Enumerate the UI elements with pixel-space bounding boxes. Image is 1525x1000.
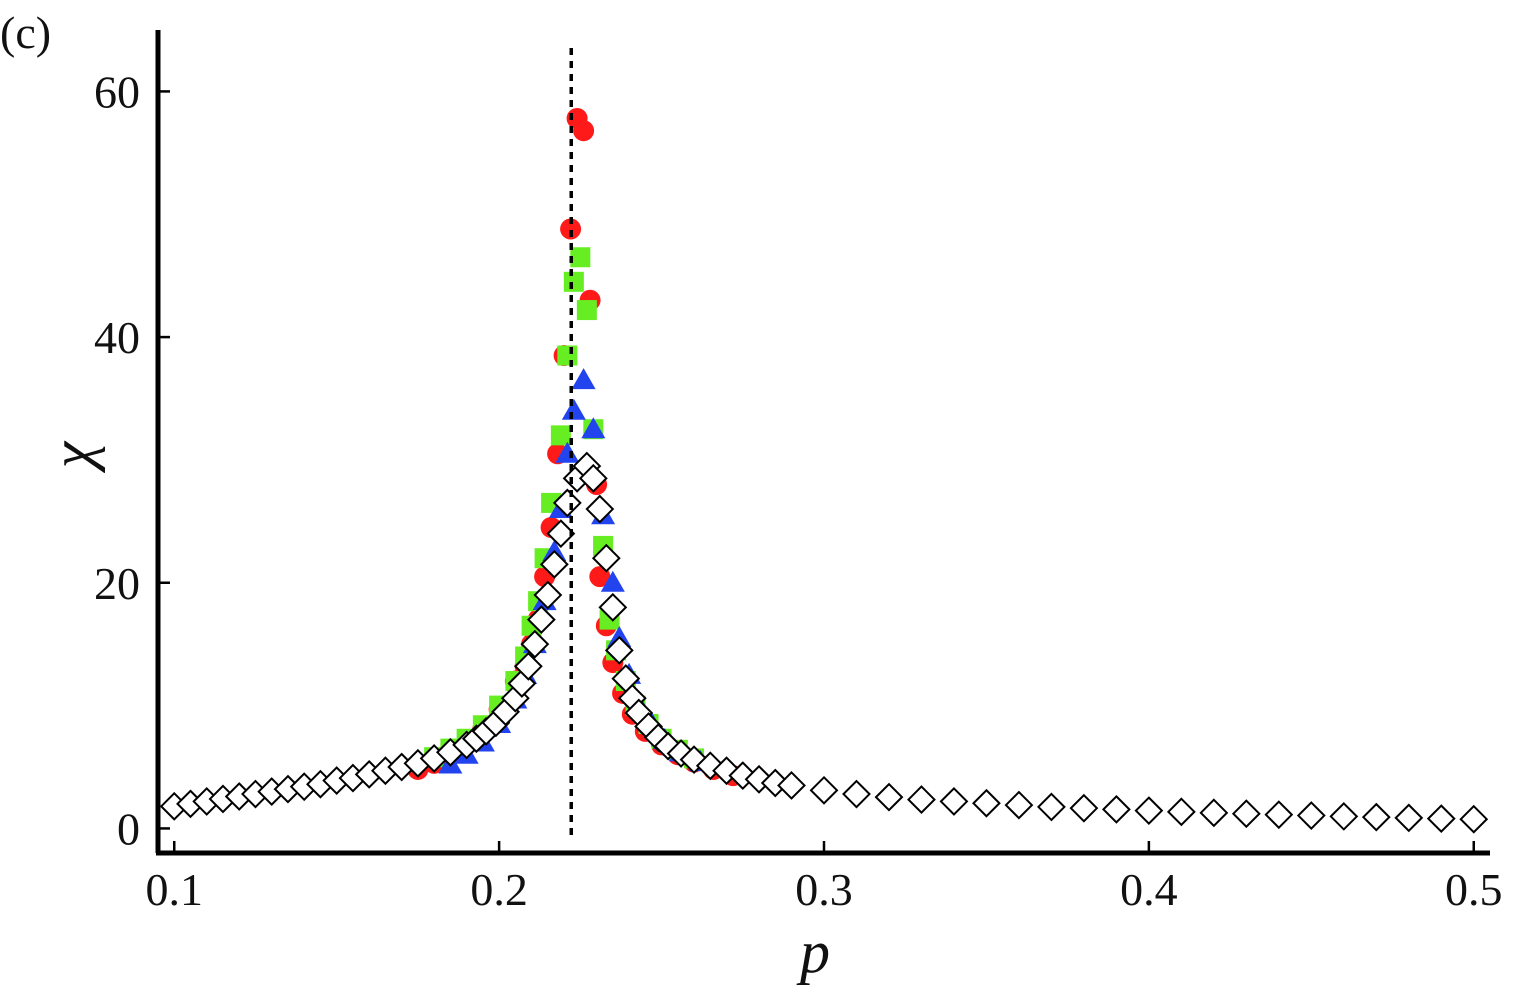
x-tick-label: 0.4 bbox=[1120, 864, 1178, 915]
circle-point bbox=[589, 566, 611, 588]
triangle-point bbox=[555, 441, 580, 463]
triangle-point bbox=[581, 417, 606, 439]
x-tick-label: 0.2 bbox=[470, 864, 528, 915]
diamond-point bbox=[513, 651, 543, 681]
diamond-point bbox=[526, 605, 556, 635]
x-tick-label: 0.1 bbox=[145, 864, 203, 915]
x-axis-title: p bbox=[796, 919, 830, 985]
diamond-point bbox=[972, 788, 1001, 818]
diamond-point bbox=[1394, 803, 1424, 833]
axes bbox=[155, 30, 1490, 856]
square-point bbox=[570, 247, 591, 268]
panel-label: (c) bbox=[0, 7, 51, 58]
square-point bbox=[557, 345, 578, 366]
y-tick-label: 0 bbox=[117, 803, 140, 854]
diamond-point bbox=[1426, 804, 1456, 834]
square-point bbox=[563, 271, 584, 292]
diamond-point bbox=[777, 771, 806, 800]
diamond-point bbox=[1329, 801, 1359, 831]
circle-point bbox=[560, 218, 582, 240]
diamond-point bbox=[1361, 802, 1391, 832]
y-tick-label: 20 bbox=[94, 558, 140, 609]
diamond-point bbox=[1134, 796, 1164, 826]
diamond-point bbox=[598, 592, 628, 622]
square-point bbox=[550, 425, 571, 446]
triangle-point bbox=[561, 398, 586, 420]
diamond-point bbox=[874, 782, 904, 812]
diamond-point bbox=[1264, 800, 1294, 830]
y-axis-ticks: 0 20 40 60 bbox=[94, 66, 170, 854]
diamond-point bbox=[1296, 801, 1326, 830]
diamond-point bbox=[591, 543, 621, 573]
diamond-point bbox=[1004, 790, 1034, 820]
square-point bbox=[576, 300, 597, 321]
x-axis-ticks: 0.1 0.2 0.3 0.4 0.5 bbox=[145, 841, 1503, 915]
diamond-point bbox=[939, 786, 969, 816]
x-tick-label: 0.3 bbox=[795, 864, 853, 915]
circle-point bbox=[573, 120, 595, 142]
x-tick-label: 0.5 bbox=[1445, 864, 1503, 915]
diamond-point bbox=[842, 779, 871, 809]
y-tick-label: 60 bbox=[94, 66, 140, 117]
diamond-point bbox=[1037, 792, 1066, 822]
diamond-point bbox=[1231, 799, 1261, 829]
diamond-point bbox=[1101, 794, 1131, 824]
diamond-point bbox=[1166, 797, 1196, 827]
diamond-point bbox=[907, 785, 936, 814]
diamond-point bbox=[533, 580, 563, 610]
triangle-point bbox=[600, 570, 625, 592]
diamond-point bbox=[520, 629, 550, 659]
data-marks bbox=[159, 107, 1489, 834]
diamond-point bbox=[552, 488, 582, 518]
diamond-point bbox=[1199, 798, 1229, 828]
diamond-point bbox=[809, 775, 839, 805]
diamond-point bbox=[1069, 793, 1099, 823]
diamond-point bbox=[578, 463, 608, 493]
diamond-point bbox=[539, 549, 569, 579]
y-tick-label: 40 bbox=[94, 312, 140, 363]
diamond-point bbox=[585, 494, 615, 524]
diamond-point bbox=[1459, 804, 1489, 834]
diamond-point bbox=[604, 635, 634, 665]
triangle-point bbox=[571, 368, 596, 390]
y-axis-title: χ bbox=[39, 440, 105, 473]
